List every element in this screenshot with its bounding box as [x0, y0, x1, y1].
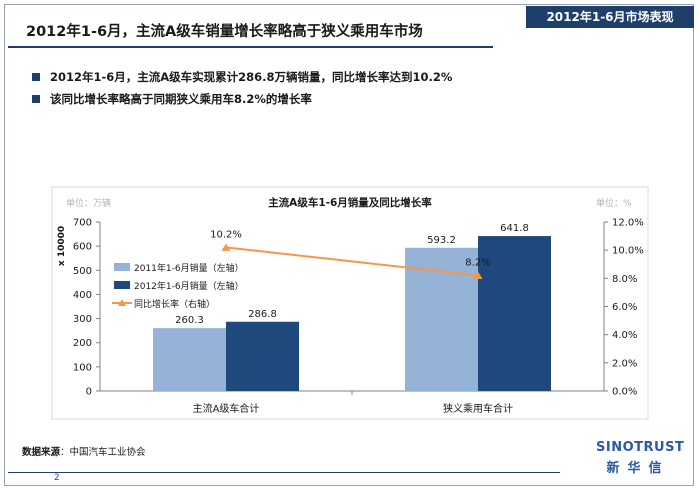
right-tick-label: 6.0% — [612, 302, 637, 313]
right-tick-label: 10.0% — [612, 246, 644, 257]
logo-sub: 新华信 — [596, 457, 680, 476]
left-unit-label: 单位：万辆 — [66, 197, 111, 209]
sinotrust-logo: SINOTRUST 新华信 — [596, 440, 680, 476]
category-label: 主流A级车合计 — [193, 402, 260, 415]
left-tick-label: 700 — [73, 218, 92, 229]
right-tick-label: 8.0% — [612, 274, 637, 285]
left-tick-label: 100 — [73, 362, 92, 373]
left-tick-label: 200 — [73, 338, 92, 349]
legend-label: 2012年1-6月销量（左轴） — [134, 280, 244, 292]
bar-value-label: 260.3 — [175, 315, 204, 326]
legend-label: 同比增长率（右轴） — [134, 298, 215, 310]
chart-title: 主流A级车1-6月销量及同比增长率 — [268, 196, 432, 209]
right-tick-label: 12.0% — [612, 218, 644, 229]
left-tick-label: 500 — [73, 266, 92, 277]
bar — [153, 328, 226, 391]
bar — [226, 322, 299, 391]
left-tick-label: 300 — [73, 314, 92, 325]
line-value-label: 10.2% — [210, 229, 242, 240]
left-tick-label: 400 — [73, 290, 92, 301]
legend-label: 2011年1-6月销量（左轴） — [134, 262, 244, 274]
source-label: 数据来源 — [22, 447, 60, 458]
bar-value-label: 593.2 — [427, 235, 456, 246]
footer-rule — [8, 472, 560, 473]
logo-text: SINOTRUST — [596, 440, 680, 455]
right-unit-label: 单位：% — [596, 197, 632, 209]
bar-value-label: 641.8 — [500, 223, 529, 234]
y-axis-label: x 10000 — [57, 226, 67, 266]
left-tick-label: 0 — [86, 387, 92, 398]
source-text: ：中国汽车工业协会 — [60, 447, 146, 458]
right-tick-label: 2.0% — [612, 358, 637, 369]
left-tick-label: 600 — [73, 242, 92, 253]
page-number: 2 — [54, 473, 60, 483]
legend-swatch — [114, 281, 130, 289]
bar-value-label: 286.8 — [248, 309, 277, 320]
line-value-label: 8.2% — [465, 258, 490, 269]
data-source: 数据来源：中国汽车工业协会 — [22, 444, 146, 458]
right-tick-label: 4.0% — [612, 330, 637, 341]
legend-swatch — [114, 263, 130, 271]
right-tick-label: 0.0% — [612, 387, 637, 398]
category-label: 狭义乘用车合计 — [443, 402, 513, 415]
